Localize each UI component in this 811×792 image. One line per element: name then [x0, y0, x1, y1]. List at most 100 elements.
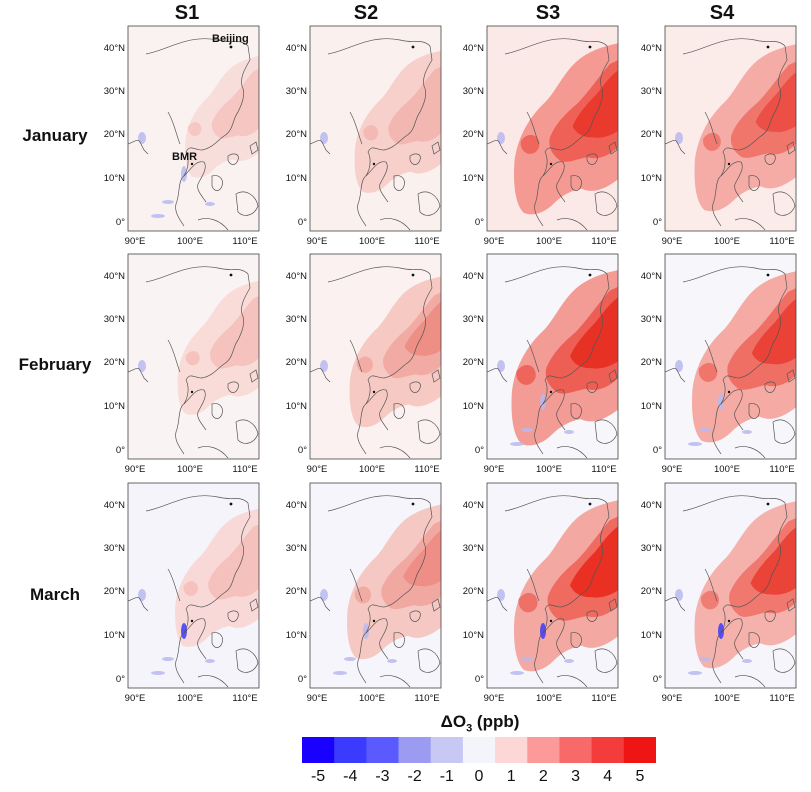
colorbar-segment	[559, 737, 593, 763]
coastline	[786, 598, 796, 612]
coastline	[128, 367, 149, 383]
bmr-marker	[190, 390, 194, 394]
coastline	[720, 161, 744, 203]
coastline	[556, 675, 588, 688]
coastline	[249, 369, 259, 383]
coastline	[487, 367, 508, 383]
coastline	[431, 369, 441, 383]
colorbar-segment	[623, 737, 656, 763]
latitude-tick-label: 20°N	[104, 357, 125, 368]
map-frame	[127, 482, 260, 689]
ozone-decrease-spot	[497, 132, 505, 144]
coastline	[379, 675, 411, 688]
coastline	[772, 648, 796, 673]
coastline	[608, 369, 618, 383]
coastline	[249, 598, 259, 612]
ozone-increase-area-high	[572, 70, 618, 138]
latitude-tick-label: 40°N	[286, 43, 307, 54]
latitude-tick-label: 30°N	[286, 314, 307, 325]
longitude-tick-label: 90°E	[307, 236, 328, 247]
ozone-decrease-spot	[510, 671, 524, 675]
row-title-january: January	[22, 126, 88, 145]
latitude-tick-label: 20°N	[104, 129, 125, 140]
colorbar-segment	[462, 737, 496, 763]
longitude-tick-label: 110°E	[232, 464, 257, 475]
ozone-decrease-spot	[333, 671, 347, 675]
colorbar-tick-label: 3	[571, 768, 580, 785]
longitude-tick-label: 110°E	[591, 236, 616, 247]
coastline	[183, 161, 207, 203]
latitude-tick-label: 30°N	[641, 314, 662, 325]
bmr-marker	[727, 390, 731, 394]
ozone-decrease-spot	[181, 166, 187, 182]
coastline	[570, 175, 582, 191]
longitude-tick-label: 100°E	[536, 693, 562, 704]
ozone-decrease-spot	[320, 589, 328, 601]
coastline	[682, 495, 788, 684]
ozone-decrease-spot	[718, 394, 724, 410]
longitude-tick-label: 90°E	[307, 464, 328, 475]
latitude-tick-label: 0°	[653, 674, 662, 685]
coastline	[608, 141, 618, 155]
latitude-tick-label: 40°N	[104, 500, 125, 511]
longitude-tick-label: 90°E	[484, 693, 505, 704]
ozone-decrease-spot	[510, 442, 524, 446]
coastline	[431, 598, 441, 612]
colorbar-title-suffix: (ppb)	[472, 712, 520, 731]
ozone-increase-area-mid	[208, 524, 259, 600]
longitude-tick-label: 100°E	[177, 236, 203, 247]
map-panel-march-s4: 40°N 30°N 20°N 10°N 0° 90°E 100°E 110°E	[635, 482, 800, 712]
map-frame	[664, 253, 797, 460]
colorbar-tick-label: 5	[635, 768, 645, 785]
latitude-tick-label: 0°	[653, 217, 662, 228]
longitude-tick-label: 110°E	[414, 236, 439, 247]
coastline	[556, 446, 588, 459]
colorbar-segment	[527, 737, 560, 763]
ozone-decrease-spot	[363, 623, 369, 639]
coastline	[227, 153, 239, 165]
map-frame	[664, 25, 797, 232]
coastline	[417, 419, 441, 444]
beijing-marker	[411, 273, 415, 277]
colorbar-segment	[495, 737, 528, 763]
ozone-decrease-spot	[718, 623, 724, 639]
colorbar-segment	[334, 737, 367, 763]
ozone-decrease-spot	[138, 589, 146, 601]
latitude-tick-label: 0°	[475, 674, 484, 685]
beijing-marker	[766, 45, 770, 49]
latitude-tick-label: 30°N	[104, 314, 125, 325]
column-title-s3: S3	[535, 2, 561, 24]
ozone-increase-area-mid	[388, 66, 441, 145]
coastline	[379, 218, 411, 231]
latitude-tick-label: 40°N	[286, 271, 307, 282]
ozone-decrease-spot	[699, 428, 711, 432]
latitude-tick-label: 40°N	[641, 43, 662, 54]
coastline	[772, 419, 796, 444]
ozone-increase-area-west	[183, 581, 198, 597]
latitude-tick-label: 30°N	[641, 543, 662, 554]
map-panel-january-s1: 40°N 30°N 20°N 10°N 0° 90°E 100°E 110°E Beijing B…	[98, 25, 263, 255]
coastline	[556, 218, 588, 231]
latitude-tick-label: 10°N	[463, 173, 484, 184]
coastline	[682, 38, 788, 227]
colorbar-tick-label: 1	[506, 768, 516, 785]
latitude-tick-label: 0°	[116, 445, 125, 456]
coastline	[227, 610, 239, 622]
coastline	[167, 111, 181, 145]
map-frame	[309, 25, 442, 232]
coastline	[786, 141, 796, 155]
coastline	[570, 632, 582, 648]
coastline	[183, 389, 207, 431]
map-frame	[127, 253, 260, 460]
coastline	[542, 618, 566, 660]
coastline	[734, 675, 766, 688]
ozone-decrease-spot	[675, 132, 683, 144]
bmr-marker	[549, 162, 553, 166]
coastline	[227, 381, 239, 393]
ozone-increase-area-west	[187, 122, 202, 137]
longitude-tick-label: 90°E	[484, 464, 505, 475]
coastline	[764, 153, 776, 165]
ozone-increase-area-west	[185, 351, 200, 366]
coastline	[594, 648, 618, 673]
column-title-s2: S2	[353, 2, 379, 24]
